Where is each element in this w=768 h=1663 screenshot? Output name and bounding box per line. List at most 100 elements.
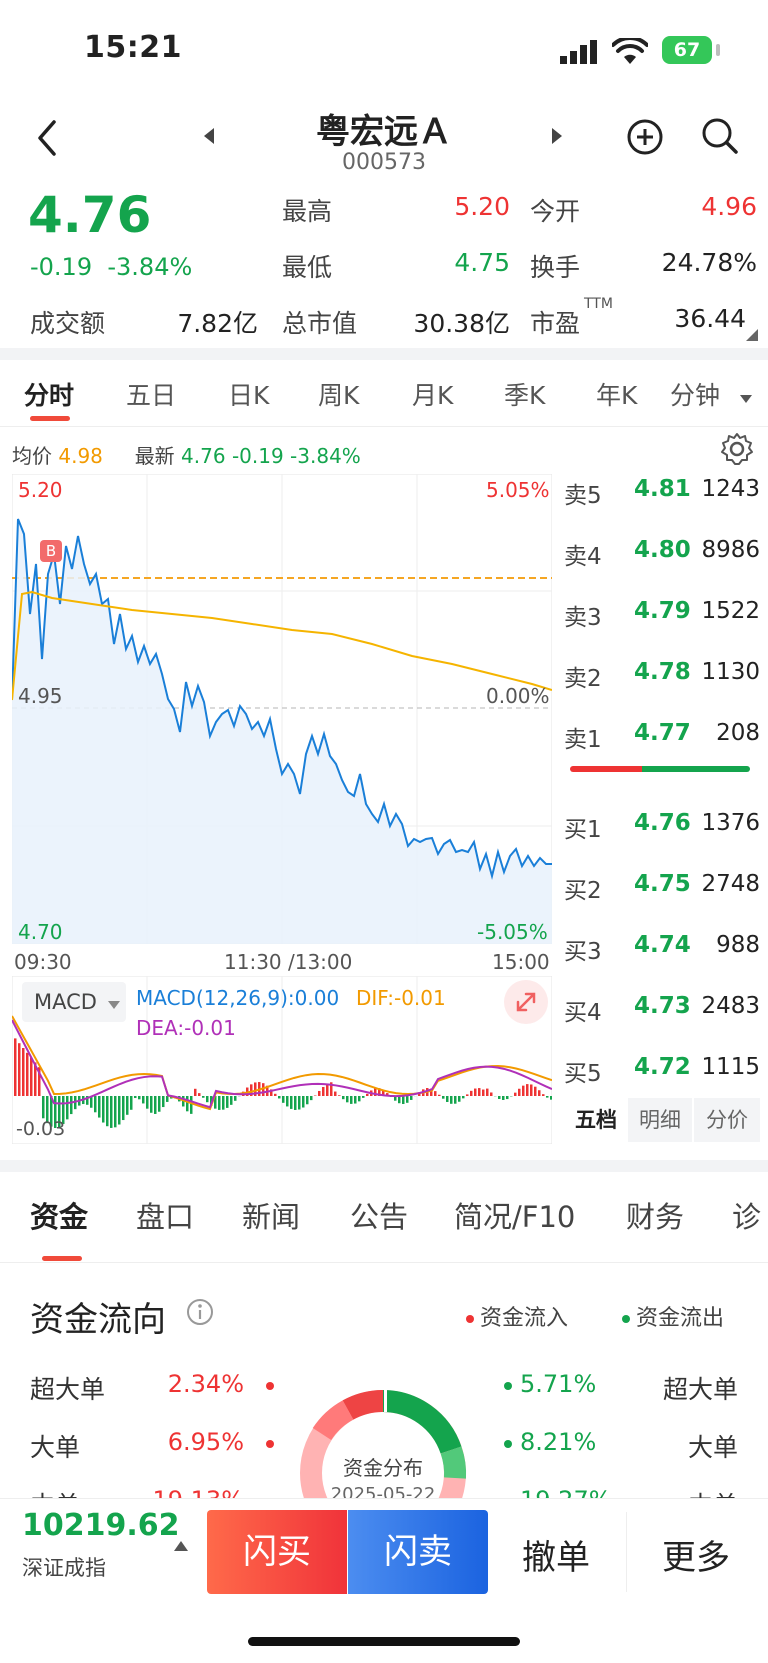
tab-yearly-k[interactable]: 年K xyxy=(596,381,638,410)
add-watchlist-icon[interactable] xyxy=(626,118,664,160)
intraday-chart[interactable] xyxy=(11,473,553,948)
prev-stock-icon[interactable] xyxy=(202,126,216,150)
macd-bar xyxy=(322,1086,325,1096)
macd-bar xyxy=(278,1096,281,1099)
macd-bar xyxy=(298,1096,301,1110)
indicator-selector[interactable]: MACD xyxy=(22,982,126,1022)
cancel-order-button[interactable]: 撤单 xyxy=(522,1538,590,1578)
macd-bar xyxy=(42,1096,45,1119)
minute-dropdown-icon[interactable] xyxy=(740,388,752,407)
ask-level-label: 卖2 xyxy=(564,666,602,692)
tab-detail[interactable]: 明细 xyxy=(628,1098,692,1142)
index-name[interactable]: 深证成指 xyxy=(22,1556,106,1580)
fund-distribution-donut[interactable] xyxy=(288,1378,478,1498)
time-end-label: 15:00 xyxy=(492,950,550,974)
macd-bar xyxy=(138,1096,141,1100)
y-axis-top-label: 5.20 xyxy=(18,478,63,502)
tab-daily-k[interactable]: 日K xyxy=(228,381,270,410)
bid-level-row[interactable]: 买3 4.74 988 xyxy=(564,932,760,966)
fullscreen-icon[interactable] xyxy=(504,980,548,1024)
settings-gear-icon[interactable] xyxy=(720,432,754,470)
bid-level-row[interactable]: 买5 4.72 1115 xyxy=(564,1054,760,1088)
flash-buy-button[interactable]: 闪买 xyxy=(207,1510,347,1594)
expand-corner-icon[interactable] xyxy=(746,326,758,345)
wifi-icon xyxy=(611,35,649,70)
indicator-selector-label: MACD xyxy=(34,990,97,1014)
macd-bar xyxy=(310,1096,313,1101)
home-indicator[interactable] xyxy=(248,1637,520,1646)
macd-bar xyxy=(286,1096,289,1107)
macd-bar xyxy=(402,1096,405,1104)
macd-bar xyxy=(254,1082,257,1096)
latest-label: 最新 xyxy=(134,444,175,468)
latest-value: 4.76 xyxy=(181,444,226,468)
more-button[interactable]: 更多 xyxy=(662,1538,730,1578)
macd-bar xyxy=(226,1096,229,1108)
macd-bar xyxy=(62,1096,65,1124)
macd-bar xyxy=(318,1090,321,1096)
bid-level-price: 4.75 xyxy=(634,871,691,897)
back-icon[interactable] xyxy=(34,118,60,162)
macd-bar xyxy=(282,1096,285,1103)
macd-y-low-label: -0.03 xyxy=(16,1118,66,1140)
bid-level-row[interactable]: 买2 4.75 2748 xyxy=(564,871,760,905)
macd-bar xyxy=(450,1096,453,1104)
macd-bar xyxy=(250,1084,253,1096)
tab-active-indicator xyxy=(30,416,70,421)
search-icon[interactable] xyxy=(700,116,740,160)
fund-flow-section: 超大单 2.34% 5.71% 超大单 大单 6.95% 8.21% 大单 中单… xyxy=(0,1360,768,1498)
tab-monthly-k[interactable]: 月K xyxy=(412,381,454,410)
ask-level-price: 4.78 xyxy=(634,659,691,685)
price-change: -0.19 -3.84% xyxy=(30,253,192,281)
macd-bar xyxy=(442,1096,445,1099)
macd-bar xyxy=(538,1090,541,1096)
index-value[interactable]: 10219.62 xyxy=(22,1508,180,1543)
ask-level-price: 4.81 xyxy=(634,476,691,502)
super-large-out-label: 超大单 xyxy=(662,1375,738,1404)
info-icon[interactable] xyxy=(186,1298,214,1330)
flash-sell-button[interactable]: 闪卖 xyxy=(348,1510,488,1594)
macd-bar xyxy=(506,1096,509,1100)
medium-in-label: 中单 xyxy=(30,1486,80,1498)
tab-profile-f10[interactable]: 简况/F10 xyxy=(454,1200,576,1234)
next-stock-icon[interactable] xyxy=(550,126,564,150)
tab-diagnosis[interactable]: 诊 xyxy=(732,1200,762,1234)
legend-inflow: 资金流入 xyxy=(466,1300,568,1332)
tab-price-distribution[interactable]: 分价 xyxy=(694,1098,760,1142)
ask-level-row[interactable]: 卖4 4.80 8986 xyxy=(564,537,760,571)
tab-handicap[interactable]: 盘口 xyxy=(136,1200,195,1234)
tab-minute[interactable]: 分钟 xyxy=(670,381,721,410)
ask-level-row[interactable]: 卖1 4.77 208 xyxy=(564,720,760,754)
macd-bar xyxy=(382,1089,385,1096)
macd-bar xyxy=(534,1086,537,1096)
tab-quarterly-k[interactable]: 季K xyxy=(504,381,546,410)
tab-intraday[interactable]: 分时 xyxy=(24,381,75,410)
macd-bar xyxy=(218,1096,221,1110)
macd-bar xyxy=(214,1096,217,1109)
ask-level-row[interactable]: 卖5 4.81 1243 xyxy=(564,476,760,510)
ask-level-row[interactable]: 卖2 4.78 1130 xyxy=(564,659,760,693)
mcap-value: 30.38亿 xyxy=(413,309,510,338)
tab-financials[interactable]: 财务 xyxy=(626,1200,685,1234)
pe-label: 市盈 xyxy=(530,309,581,338)
tab-news[interactable]: 新闻 xyxy=(242,1200,301,1234)
high-label: 最高 xyxy=(282,197,333,226)
tab-capital[interactable]: 资金 xyxy=(30,1200,89,1234)
ask-level-volume: 1243 xyxy=(701,476,760,502)
super-large-in-pct: 2.34% xyxy=(167,1370,244,1398)
bid-level-row[interactable]: 买1 4.76 1376 xyxy=(564,810,760,844)
macd-bar xyxy=(50,1096,53,1127)
buy-marker-badge[interactable]: B xyxy=(40,540,62,562)
tab-five-levels[interactable]: 五档 xyxy=(575,1108,617,1132)
tab-five-day[interactable]: 五日 xyxy=(126,381,177,410)
turnover-label: 换手 xyxy=(530,253,581,282)
inflow-dot xyxy=(266,1382,274,1390)
macd-bar xyxy=(222,1096,225,1110)
price-change-pct: -3.84% xyxy=(107,253,193,281)
ask-level-row[interactable]: 卖3 4.79 1522 xyxy=(564,598,760,632)
tab-announcements[interactable]: 公告 xyxy=(350,1200,409,1234)
bid-level-row[interactable]: 买4 4.73 2483 xyxy=(564,993,760,1027)
ask-level-price: 4.80 xyxy=(634,537,691,563)
high-value: 5.20 xyxy=(454,192,510,221)
tab-weekly-k[interactable]: 周K xyxy=(318,381,360,410)
